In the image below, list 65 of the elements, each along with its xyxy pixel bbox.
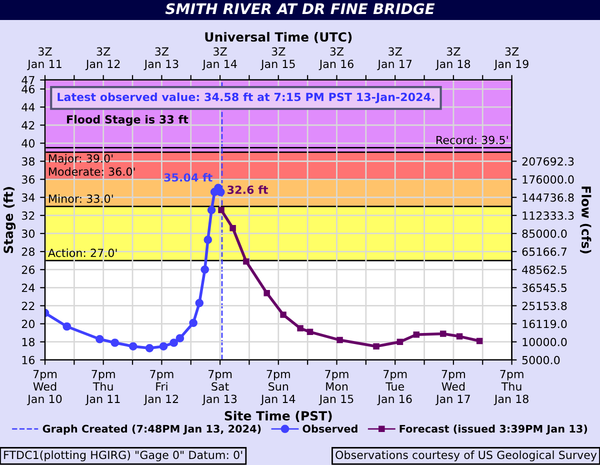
x2-tick-label: 3Z Jan 14: [202, 47, 237, 70]
category-label: 5000.0: [522, 356, 560, 364]
x2-tick-label: 3Z Jan 15: [260, 47, 295, 70]
x-tick-label: 7pm Tue Jan 16: [377, 370, 412, 406]
y-tick-label: 47: [22, 76, 34, 84]
ref-line-label: Moderate: 36.0': [49, 167, 135, 176]
x2-tick-label: 3Z Jan 16: [318, 47, 354, 70]
x2-axis-title: Universal Time (UTC): [205, 32, 352, 44]
x-tick-label: 7pm Thu Jan 11: [85, 370, 120, 406]
y-tick-label: 36: [22, 175, 35, 184]
y-tick-label: 44: [22, 103, 35, 112]
category-label: 144736.8: [522, 193, 574, 202]
x-tick-label: 7pm Fri Jan 12: [144, 370, 178, 406]
y-tick-label: 20: [22, 320, 35, 328]
ref-line-label: Major: 39.0': [49, 154, 113, 165]
annotation: Latest observed value: 34.58 ft at 7:15 PM PST 13-Jan-2024.: [58, 92, 434, 104]
category-label: 16119.0: [522, 320, 567, 328]
x-tick-label: 7pm Mon Jan 15: [318, 370, 354, 406]
chart-title: SMITH RIVER AT DR FINE BRIDGE: [165, 3, 435, 14]
category-label: 36545.5: [522, 284, 566, 292]
ref-line-label: Minor: 33.0': [49, 194, 113, 203]
x2-tick-label: 3Z Jan 11: [27, 47, 62, 70]
legend-label: Forecast (issued 3:39PM Jan 13): [400, 424, 588, 435]
category-label: 48562.5: [522, 266, 566, 274]
x2-tick-label: 3Z Jan 13: [144, 47, 178, 70]
y-tick-label: 46: [22, 84, 35, 94]
category-label: 25153.8: [522, 302, 567, 310]
y-tick-label: 28: [22, 248, 35, 256]
annotation: Flood Stage is 33 ft: [67, 114, 188, 126]
y-tick-label: 32: [22, 211, 34, 220]
x-tick-label: 7pm Wed Jan 10: [27, 370, 62, 406]
y-tick-label: 40: [22, 139, 35, 148]
x-tick-label: 7pm Thu Jan 18: [494, 370, 528, 406]
category-label: 10000.0: [522, 338, 567, 346]
x2-tick-label: 3Z Jan 19: [494, 47, 528, 70]
y-tick-label: 24: [22, 284, 35, 292]
x2-tick-label: 3Z Jan 12: [85, 47, 120, 70]
x-axis-title: Site Time (PST): [224, 410, 332, 422]
y-tick-label: 16: [22, 356, 35, 364]
y-tick-label: 34: [22, 193, 35, 202]
y-tick-label: 30: [22, 229, 35, 238]
y-tick-label: 22: [22, 302, 34, 310]
annotation: 35.04 ft: [164, 173, 212, 182]
text: FTDC1(plotting HGIRG) "Gage 0" Datum: 0': [4, 450, 242, 462]
text: Observations courtesy of US Geological Survey: [336, 450, 597, 462]
legend-label: Graph Created (7:48PM Jan 13, 2024): [42, 424, 261, 435]
y-tick-label: 38: [22, 157, 35, 166]
y-axis-title: Stage (ft): [3, 187, 16, 254]
x-tick-label: 7pm Sat Jan 13: [202, 370, 237, 406]
legend-label: Observed: [302, 424, 358, 433]
y-tick-label: 26: [22, 266, 35, 274]
category-label: 207692.3: [522, 157, 574, 166]
x-tick-label: 7pm Wed Jan 17: [435, 370, 470, 406]
category-label: 65166.7: [522, 248, 567, 256]
x-tick-label: 7pm Sun Jan 14: [260, 370, 296, 406]
ref-line-label: Action: 27.0': [48, 248, 117, 258]
category-label: 112333.3: [522, 211, 574, 220]
ref-line-label: Record: 39.5': [436, 136, 508, 144]
x2-tick-label: 3Z Jan 18: [435, 47, 470, 70]
y2-axis-title: Flow (cfs): [580, 186, 592, 254]
x2-tick-label: 3Z Jan 17: [377, 47, 412, 70]
category-label: 85000.0: [522, 229, 567, 238]
y-tick-label: 18: [22, 338, 35, 346]
category-label: 176000.0: [522, 175, 574, 184]
y-tick-label: 42: [22, 121, 34, 130]
